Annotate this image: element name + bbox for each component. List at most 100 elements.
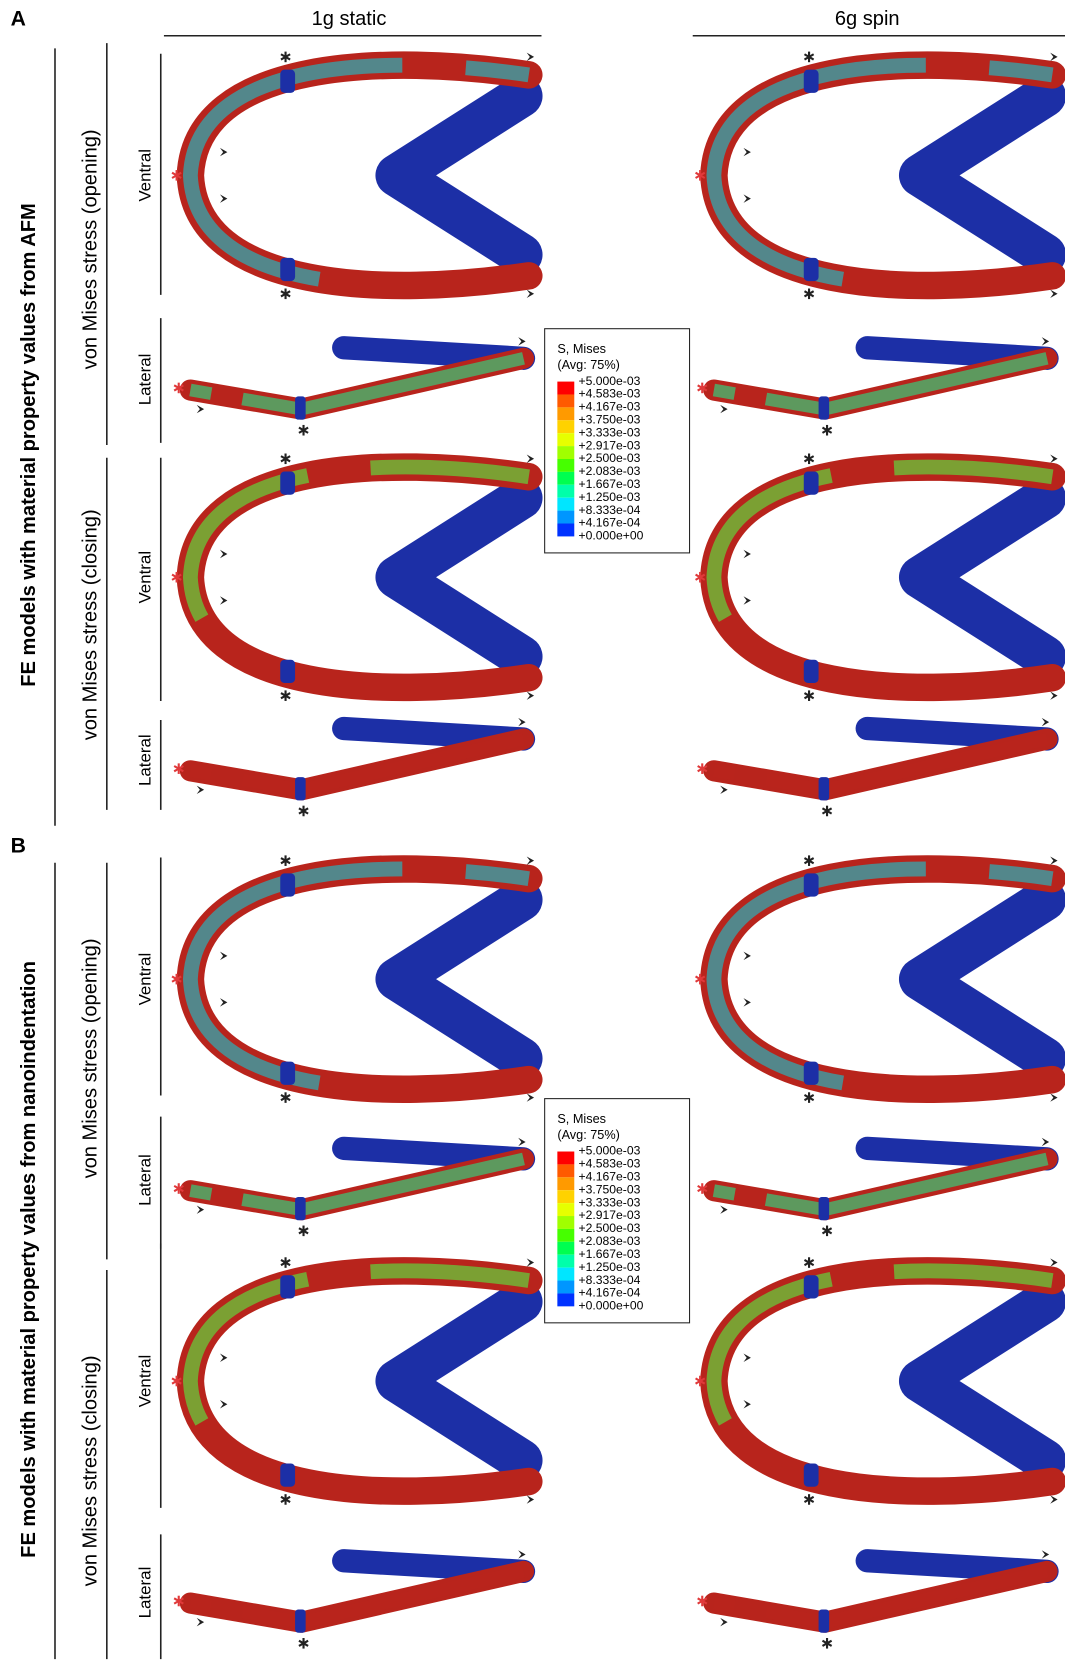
asterisk-stroke <box>697 765 708 773</box>
legend-entry: +2.083e-03 <box>579 464 641 478</box>
mandible-stress <box>182 57 530 293</box>
arrowhead <box>1050 1495 1058 1504</box>
arrowhead <box>1050 289 1058 299</box>
legend-entry: +8.333e-04 <box>579 503 641 517</box>
arrowhead <box>219 549 228 559</box>
asterisk-stroke <box>821 426 833 434</box>
legend-entry: +3.750e-03 <box>579 1182 641 1196</box>
asterisk-marker <box>803 855 815 866</box>
arrowhead <box>219 1400 228 1409</box>
asterisk-stroke <box>695 171 706 179</box>
arrowhead <box>1050 52 1058 62</box>
legend-entry: +5.000e-03 <box>579 1144 641 1158</box>
asterisk-marker <box>803 51 815 63</box>
arrowhead <box>1050 1258 1058 1267</box>
arrowhead <box>720 1617 728 1627</box>
legend-swatch <box>557 420 575 434</box>
asterisk-stroke <box>280 1094 291 1102</box>
arrowhead <box>720 785 728 795</box>
arrowhead <box>219 1353 228 1362</box>
mandible-stress <box>706 57 1054 293</box>
arrowhead <box>196 1205 205 1214</box>
legend-swatch <box>557 446 575 459</box>
legend-swatch <box>557 1216 575 1229</box>
arrowhead <box>526 52 535 62</box>
asterisk-marker <box>173 1183 184 1194</box>
asterisk-stroke <box>821 807 833 815</box>
legend-entry: +2.500e-03 <box>579 451 641 465</box>
joint <box>803 659 819 683</box>
hyoid <box>375 74 543 276</box>
asterisk-stroke <box>298 426 309 434</box>
legend-subtitle: (Avg: 75%) <box>557 358 620 372</box>
arrowhead <box>526 856 535 865</box>
arrowhead <box>518 717 526 727</box>
asterisk-stroke <box>695 573 706 581</box>
legend-swatch <box>557 1164 575 1178</box>
arrowhead <box>526 1093 535 1102</box>
legend-entry: +4.167e-03 <box>579 1170 641 1184</box>
asterisk-marker <box>695 571 706 583</box>
asterisk-marker <box>173 1595 184 1607</box>
arrowhead <box>196 1617 205 1627</box>
view-label: Lateral <box>135 734 154 786</box>
arrowhead <box>518 1550 526 1559</box>
asterisk-marker <box>298 1225 309 1237</box>
joint <box>295 396 306 420</box>
arrowhead <box>219 596 228 605</box>
asterisk-marker <box>171 571 182 583</box>
asterisk-marker <box>695 973 706 985</box>
asterisk-marker <box>821 424 833 436</box>
joint <box>818 396 830 420</box>
arrowhead <box>743 1353 751 1362</box>
asterisk-marker <box>298 805 309 817</box>
legend-entry: +2.500e-03 <box>579 1221 641 1235</box>
asterisk-marker <box>173 382 184 394</box>
arrowhead <box>743 549 751 559</box>
joint <box>803 873 819 897</box>
hyoid <box>898 878 1065 1080</box>
legend-entry: +1.667e-03 <box>579 1247 641 1261</box>
asterisk-stroke <box>803 857 815 865</box>
arrowhead <box>196 785 205 795</box>
asterisk-marker <box>803 1494 815 1505</box>
group-title: von Mises stress (opening) <box>79 129 101 369</box>
asterisk-marker <box>803 453 815 465</box>
asterisk-marker <box>280 51 291 63</box>
arrowhead <box>743 998 751 1007</box>
hyoid <box>898 1280 1065 1482</box>
joint <box>295 777 306 801</box>
panel-label: A <box>11 7 26 30</box>
legend-swatch <box>557 1177 575 1191</box>
asterisk-stroke <box>803 53 815 61</box>
arrowhead <box>219 147 228 157</box>
joint <box>280 659 296 683</box>
asterisk-stroke <box>173 765 184 773</box>
legend-entry: +2.083e-03 <box>579 1234 641 1248</box>
legend-entry: +4.167e-04 <box>579 516 641 530</box>
mandible-stress <box>706 459 1054 695</box>
asterisk-stroke <box>298 1639 309 1647</box>
legend-swatch <box>557 510 575 524</box>
legend-swatch <box>557 1280 575 1294</box>
legend-swatch <box>557 471 575 485</box>
mandible-stress <box>182 1263 530 1499</box>
arrowhead <box>743 194 751 203</box>
legend-entry: +3.333e-03 <box>579 425 641 439</box>
asterisk-marker <box>695 1375 706 1387</box>
asterisk-marker <box>171 973 182 985</box>
legend-entry: +4.167e-03 <box>579 400 641 414</box>
joint <box>295 1196 306 1221</box>
joint <box>280 471 296 495</box>
panel-title: FE models with material property values … <box>18 961 40 1558</box>
legend-subtitle: (Avg: 75%) <box>557 1128 620 1142</box>
asterisk-stroke <box>803 1495 815 1504</box>
joint <box>280 873 296 897</box>
asterisk-stroke <box>171 975 182 983</box>
arrowhead <box>526 691 535 700</box>
arrowhead <box>743 1400 751 1409</box>
legend-entry: +2.917e-03 <box>579 438 641 452</box>
view-label: Ventral <box>135 953 154 1006</box>
hyoid <box>898 476 1065 678</box>
